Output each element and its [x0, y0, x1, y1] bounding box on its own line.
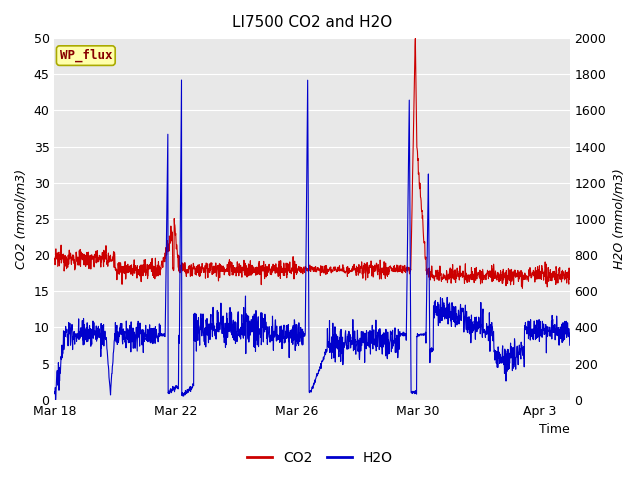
Text: WP_flux: WP_flux [60, 49, 112, 62]
Y-axis label: H2O (mmol/m3): H2O (mmol/m3) [612, 168, 625, 269]
Legend: CO2, H2O: CO2, H2O [242, 445, 398, 471]
X-axis label: Time: Time [539, 423, 570, 436]
Title: LI7500 CO2 and H2O: LI7500 CO2 and H2O [232, 15, 392, 30]
Y-axis label: CO2 (mmol/m3): CO2 (mmol/m3) [15, 169, 28, 269]
